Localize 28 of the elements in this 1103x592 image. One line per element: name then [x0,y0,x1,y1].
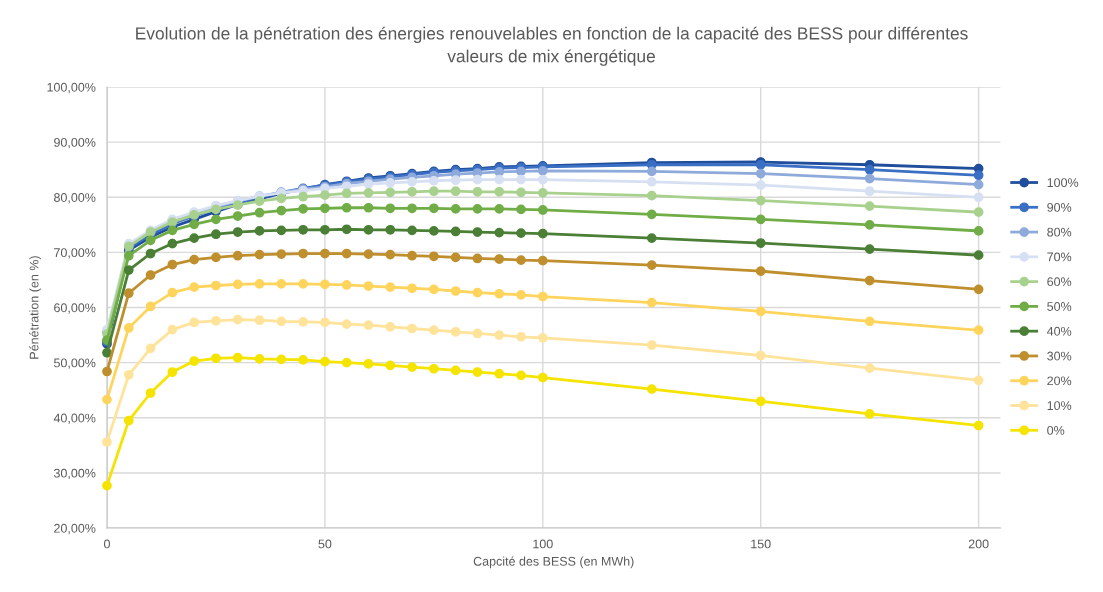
legend-label: 30% [1047,351,1072,361]
x-axis-title: Capcité des BESS (en MWh) [473,556,634,569]
y-tick-label: 80,00% [54,193,96,204]
legend-label: 50% [1047,302,1072,311]
y-tick-label: 70,00% [54,248,96,259]
y-tick-label: 30,00% [53,468,96,480]
chart-title: Evolution de la pénétration des énergies renouvelables en fonction de la capacité des BESS pour différentes valeurs de mix énergétique [136,26,968,66]
y-tick-label: 50,00% [53,358,96,369]
legend-label: 90% [1047,202,1072,212]
x-tick-label: 150 [751,539,771,549]
y-tick-label: 20,00% [54,523,96,535]
y-tick-label: 90,00% [54,137,96,149]
legend-label: 20% [1047,376,1072,386]
x-tick-label: 200 [968,539,989,549]
legend-label: 0% [1047,425,1065,435]
y-tick-label: 40,00% [53,413,96,424]
y-axis-title: Pénétration (en %) [29,256,41,359]
y-tick-label: 60,00% [54,303,96,314]
legend-label: 40% [1046,326,1072,336]
x-tick-label: 50 [318,539,332,549]
legend-label: 10% [1047,401,1072,411]
x-tick-label: 100 [533,539,553,549]
legend-label: 100% [1047,178,1079,188]
legend-label: 80% [1047,227,1072,237]
legend-label: 60% [1047,277,1072,287]
y-tick-label: 100,00% [47,82,96,94]
x-tick-label: 0 [104,539,110,549]
legend-label: 70% [1047,252,1072,262]
